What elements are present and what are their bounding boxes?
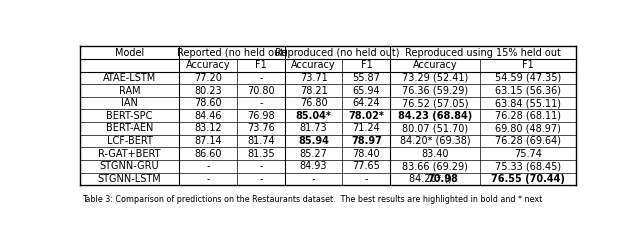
Text: Reported (no held out): Reported (no held out): [177, 48, 287, 58]
Text: 78.60: 78.60: [194, 98, 222, 108]
Text: 73.71: 73.71: [300, 73, 328, 83]
Text: 69.80 (48.97): 69.80 (48.97): [495, 123, 561, 133]
Text: Accuracy: Accuracy: [186, 60, 230, 70]
Text: 87.14: 87.14: [194, 136, 222, 146]
Text: 75.74: 75.74: [514, 149, 542, 159]
Text: 70.98: 70.98: [427, 174, 458, 184]
Text: 80.07 (51.70): 80.07 (51.70): [402, 123, 468, 133]
Text: 84.93: 84.93: [300, 161, 327, 171]
Text: 75.33 (68.45): 75.33 (68.45): [495, 161, 561, 171]
Text: 83.40: 83.40: [422, 149, 449, 159]
Text: -: -: [259, 161, 262, 171]
Text: 77.65: 77.65: [353, 161, 380, 171]
Text: -: -: [206, 174, 210, 184]
Text: 84.46: 84.46: [195, 111, 221, 121]
Text: 55.87: 55.87: [353, 73, 380, 83]
Text: 84.23 (68.84): 84.23 (68.84): [398, 111, 472, 121]
Text: Model: Model: [115, 48, 144, 58]
Text: Reproduced (no held out): Reproduced (no held out): [275, 48, 400, 58]
Text: 76.98: 76.98: [247, 111, 275, 121]
Text: 63.84 (55.11): 63.84 (55.11): [495, 98, 561, 108]
Text: Accuracy: Accuracy: [413, 60, 458, 70]
Text: STGNN-LSTM: STGNN-LSTM: [98, 174, 161, 184]
Text: 84.20* (: 84.20* (: [409, 174, 448, 184]
Text: 85.94: 85.94: [298, 136, 329, 146]
Text: IAN: IAN: [121, 98, 138, 108]
Text: F1: F1: [522, 60, 534, 70]
Text: 54.59 (47.35): 54.59 (47.35): [495, 73, 561, 83]
Text: RAM: RAM: [119, 85, 140, 96]
Text: -: -: [365, 174, 368, 184]
Text: 73.76: 73.76: [247, 123, 275, 133]
Text: 71.24: 71.24: [353, 123, 380, 133]
Text: 73.29 (52.41): 73.29 (52.41): [402, 73, 468, 83]
Text: 83.66 (69.29): 83.66 (69.29): [403, 161, 468, 171]
Text: 76.36 (59.29): 76.36 (59.29): [402, 85, 468, 96]
Text: R-GAT+BERT: R-GAT+BERT: [99, 149, 161, 159]
Text: Table 3: Comparison of predictions on the Restaurants dataset.  The best results: Table 3: Comparison of predictions on th…: [83, 195, 543, 204]
Text: 64.24: 64.24: [353, 98, 380, 108]
Text: 80.23: 80.23: [194, 85, 222, 96]
Text: 85.04*: 85.04*: [296, 111, 332, 121]
Text: 81.35: 81.35: [247, 149, 275, 159]
Text: 78.97: 78.97: [351, 136, 382, 146]
Text: -: -: [259, 174, 262, 184]
Text: F1: F1: [360, 60, 372, 70]
Text: 77.20: 77.20: [194, 73, 222, 83]
Text: ): ): [447, 174, 451, 184]
Text: 86.60: 86.60: [195, 149, 221, 159]
Text: 85.27: 85.27: [300, 149, 328, 159]
Text: Reproduced using 15% held out: Reproduced using 15% held out: [405, 48, 561, 58]
Text: 76.80: 76.80: [300, 98, 328, 108]
Text: F1: F1: [255, 60, 267, 70]
Text: 76.28 (69.64): 76.28 (69.64): [495, 136, 561, 146]
Text: 65.94: 65.94: [353, 85, 380, 96]
Text: 78.02*: 78.02*: [348, 111, 385, 121]
Text: 78.40: 78.40: [353, 149, 380, 159]
Text: -: -: [259, 73, 262, 83]
Text: 83.12: 83.12: [194, 123, 222, 133]
Text: Accuracy: Accuracy: [291, 60, 336, 70]
Text: BERT-SPC: BERT-SPC: [106, 111, 153, 121]
Text: -: -: [259, 98, 262, 108]
Text: 70.80: 70.80: [247, 85, 275, 96]
Text: -: -: [206, 161, 210, 171]
Text: 76.52 (57.05): 76.52 (57.05): [402, 98, 468, 108]
Text: LCF-BERT: LCF-BERT: [107, 136, 152, 146]
Text: 84.20* (69.38): 84.20* (69.38): [400, 136, 470, 146]
Text: -: -: [312, 174, 316, 184]
Text: STGNN-GRU: STGNN-GRU: [100, 161, 159, 171]
Text: 63.15 (56.36): 63.15 (56.36): [495, 85, 561, 96]
Text: ATAE-LSTM: ATAE-LSTM: [103, 73, 156, 83]
Text: 81.74: 81.74: [247, 136, 275, 146]
Text: 81.73: 81.73: [300, 123, 328, 133]
Text: 76.55 (70.44): 76.55 (70.44): [491, 174, 565, 184]
Text: 76.28 (68.11): 76.28 (68.11): [495, 111, 561, 121]
Text: 78.21: 78.21: [300, 85, 328, 96]
Text: BERT-AEN: BERT-AEN: [106, 123, 154, 133]
